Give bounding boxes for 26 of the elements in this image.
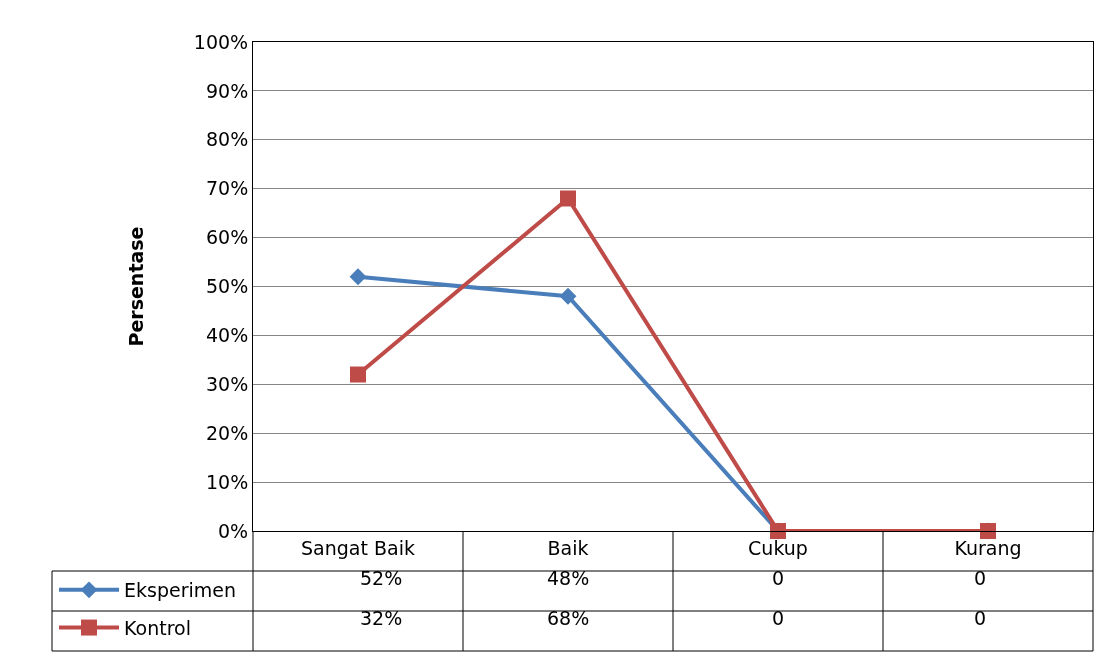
data-label: 68% xyxy=(547,607,590,629)
y-tick-label: 10% xyxy=(205,470,249,493)
y-tick-label: 80% xyxy=(205,128,249,151)
y-tick-label: 50% xyxy=(205,275,249,298)
y-tick-label: 70% xyxy=(205,177,249,200)
data-label: 32% xyxy=(360,607,403,629)
data-label: 0 xyxy=(974,567,987,589)
x-tick-label: Kurang xyxy=(954,536,1022,559)
data-label: 0 xyxy=(772,607,785,629)
y-tick-label: 90% xyxy=(205,79,249,102)
y-tick-label: 20% xyxy=(205,421,249,444)
x-tick-label: Cukup xyxy=(748,536,808,559)
data-label: 0 xyxy=(974,607,987,629)
x-tick-label: Baik xyxy=(547,536,589,559)
legend-label: Kontrol xyxy=(124,616,191,639)
y-axis-title: Persentase xyxy=(124,226,147,347)
y-tick-label: 0% xyxy=(218,519,249,542)
y-tick-label: 100% xyxy=(193,30,249,53)
data-label: 0 xyxy=(772,567,785,589)
y-tick-label: 40% xyxy=(205,324,249,347)
x-tick-label: Sangat Baik xyxy=(301,536,415,559)
legend-label: Eksperimen xyxy=(124,579,236,602)
data-label: 52% xyxy=(360,567,403,589)
y-tick-label: 30% xyxy=(205,372,249,395)
data-label: 48% xyxy=(547,567,590,589)
y-tick-label: 60% xyxy=(205,226,249,249)
